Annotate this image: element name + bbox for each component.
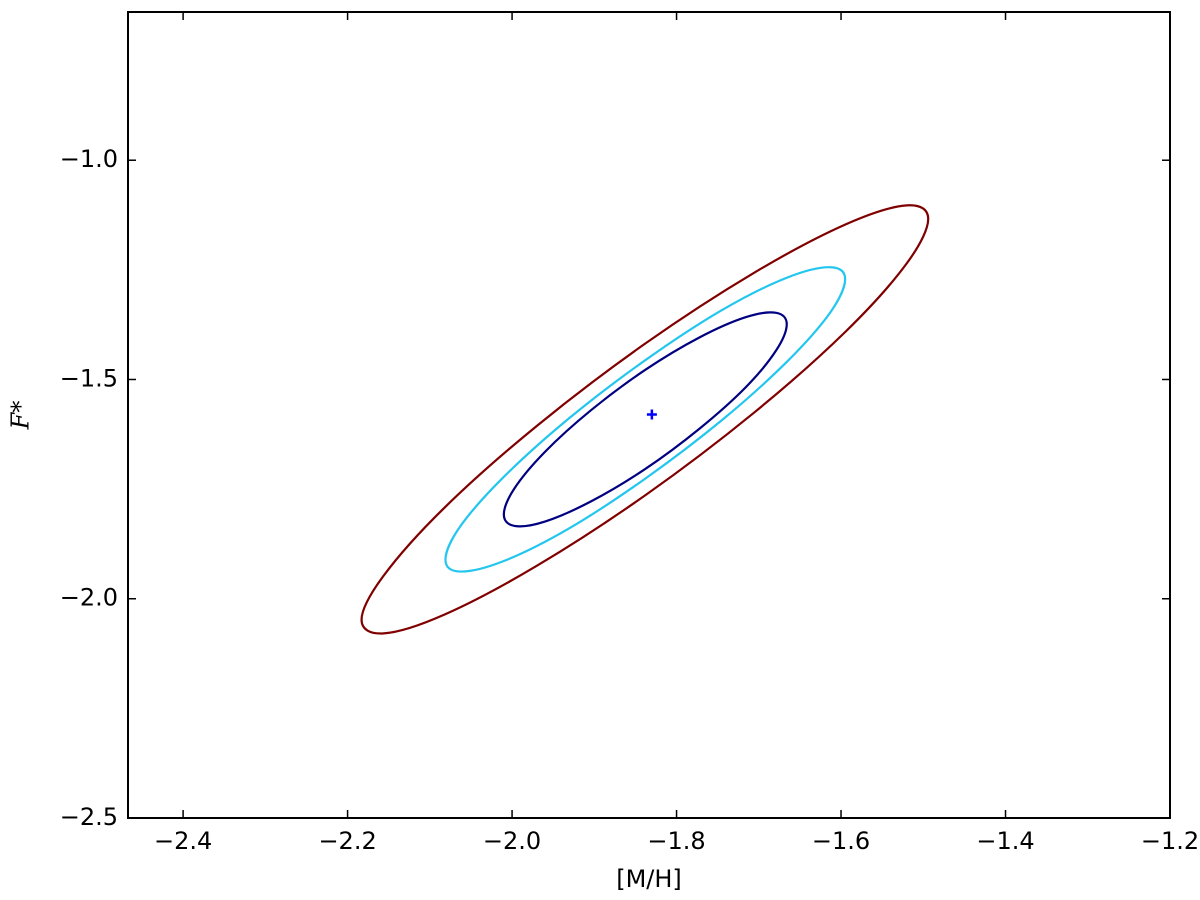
x-tick-label: −2.0: [483, 827, 541, 855]
x-tick-label: −2.2: [318, 827, 376, 855]
contour-line: [444, 266, 847, 573]
x-tick-label: −1.6: [812, 827, 870, 855]
plot-frame: [127, 11, 1171, 819]
y-axis-label: F*: [7, 401, 35, 431]
y-tick-label: −2.0: [60, 584, 118, 612]
contour-line: [502, 311, 788, 528]
x-tick-label: −1.8: [647, 827, 705, 855]
x-axis-label: [M/H]: [616, 865, 682, 893]
contour-line: [360, 204, 930, 635]
best-fit-marker: [646, 409, 657, 420]
y-tick-label: −2.5: [60, 803, 118, 831]
y-tick-label: −1.0: [60, 145, 118, 173]
x-tick-label: −2.4: [154, 827, 212, 855]
x-tick-label: −1.4: [976, 827, 1034, 855]
y-tick-label: −1.5: [60, 364, 118, 392]
x-tick-label: −1.2: [1141, 827, 1199, 855]
